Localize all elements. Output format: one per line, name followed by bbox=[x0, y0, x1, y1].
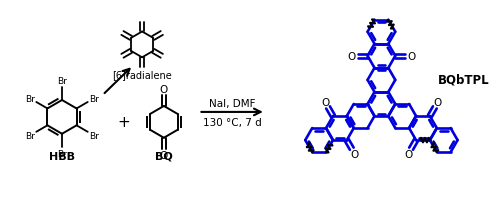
Text: NaI, DMF: NaI, DMF bbox=[209, 99, 255, 108]
Text: Br: Br bbox=[57, 149, 67, 158]
Text: O: O bbox=[160, 150, 168, 160]
Text: +: + bbox=[117, 115, 129, 130]
Text: Br: Br bbox=[25, 95, 35, 103]
Text: O: O bbox=[407, 52, 415, 61]
Text: O: O bbox=[321, 98, 329, 108]
Text: Br: Br bbox=[89, 131, 99, 140]
Text: O: O bbox=[160, 85, 168, 95]
Text: O: O bbox=[434, 98, 442, 108]
Text: [6]radialene: [6]radialene bbox=[112, 70, 172, 80]
Text: BQbTPL: BQbTPL bbox=[437, 73, 490, 86]
Text: O: O bbox=[348, 52, 356, 61]
Text: Br: Br bbox=[25, 131, 35, 140]
Text: 130 °C, 7 d: 130 °C, 7 d bbox=[203, 117, 261, 127]
Text: BQ: BQ bbox=[155, 151, 173, 161]
Text: Br: Br bbox=[89, 95, 99, 103]
Text: O: O bbox=[351, 149, 359, 159]
Text: Br: Br bbox=[57, 76, 67, 85]
Text: HBB: HBB bbox=[49, 151, 75, 161]
Text: O: O bbox=[404, 149, 412, 159]
